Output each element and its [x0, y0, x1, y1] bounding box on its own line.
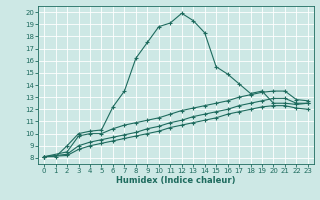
X-axis label: Humidex (Indice chaleur): Humidex (Indice chaleur) — [116, 176, 236, 185]
